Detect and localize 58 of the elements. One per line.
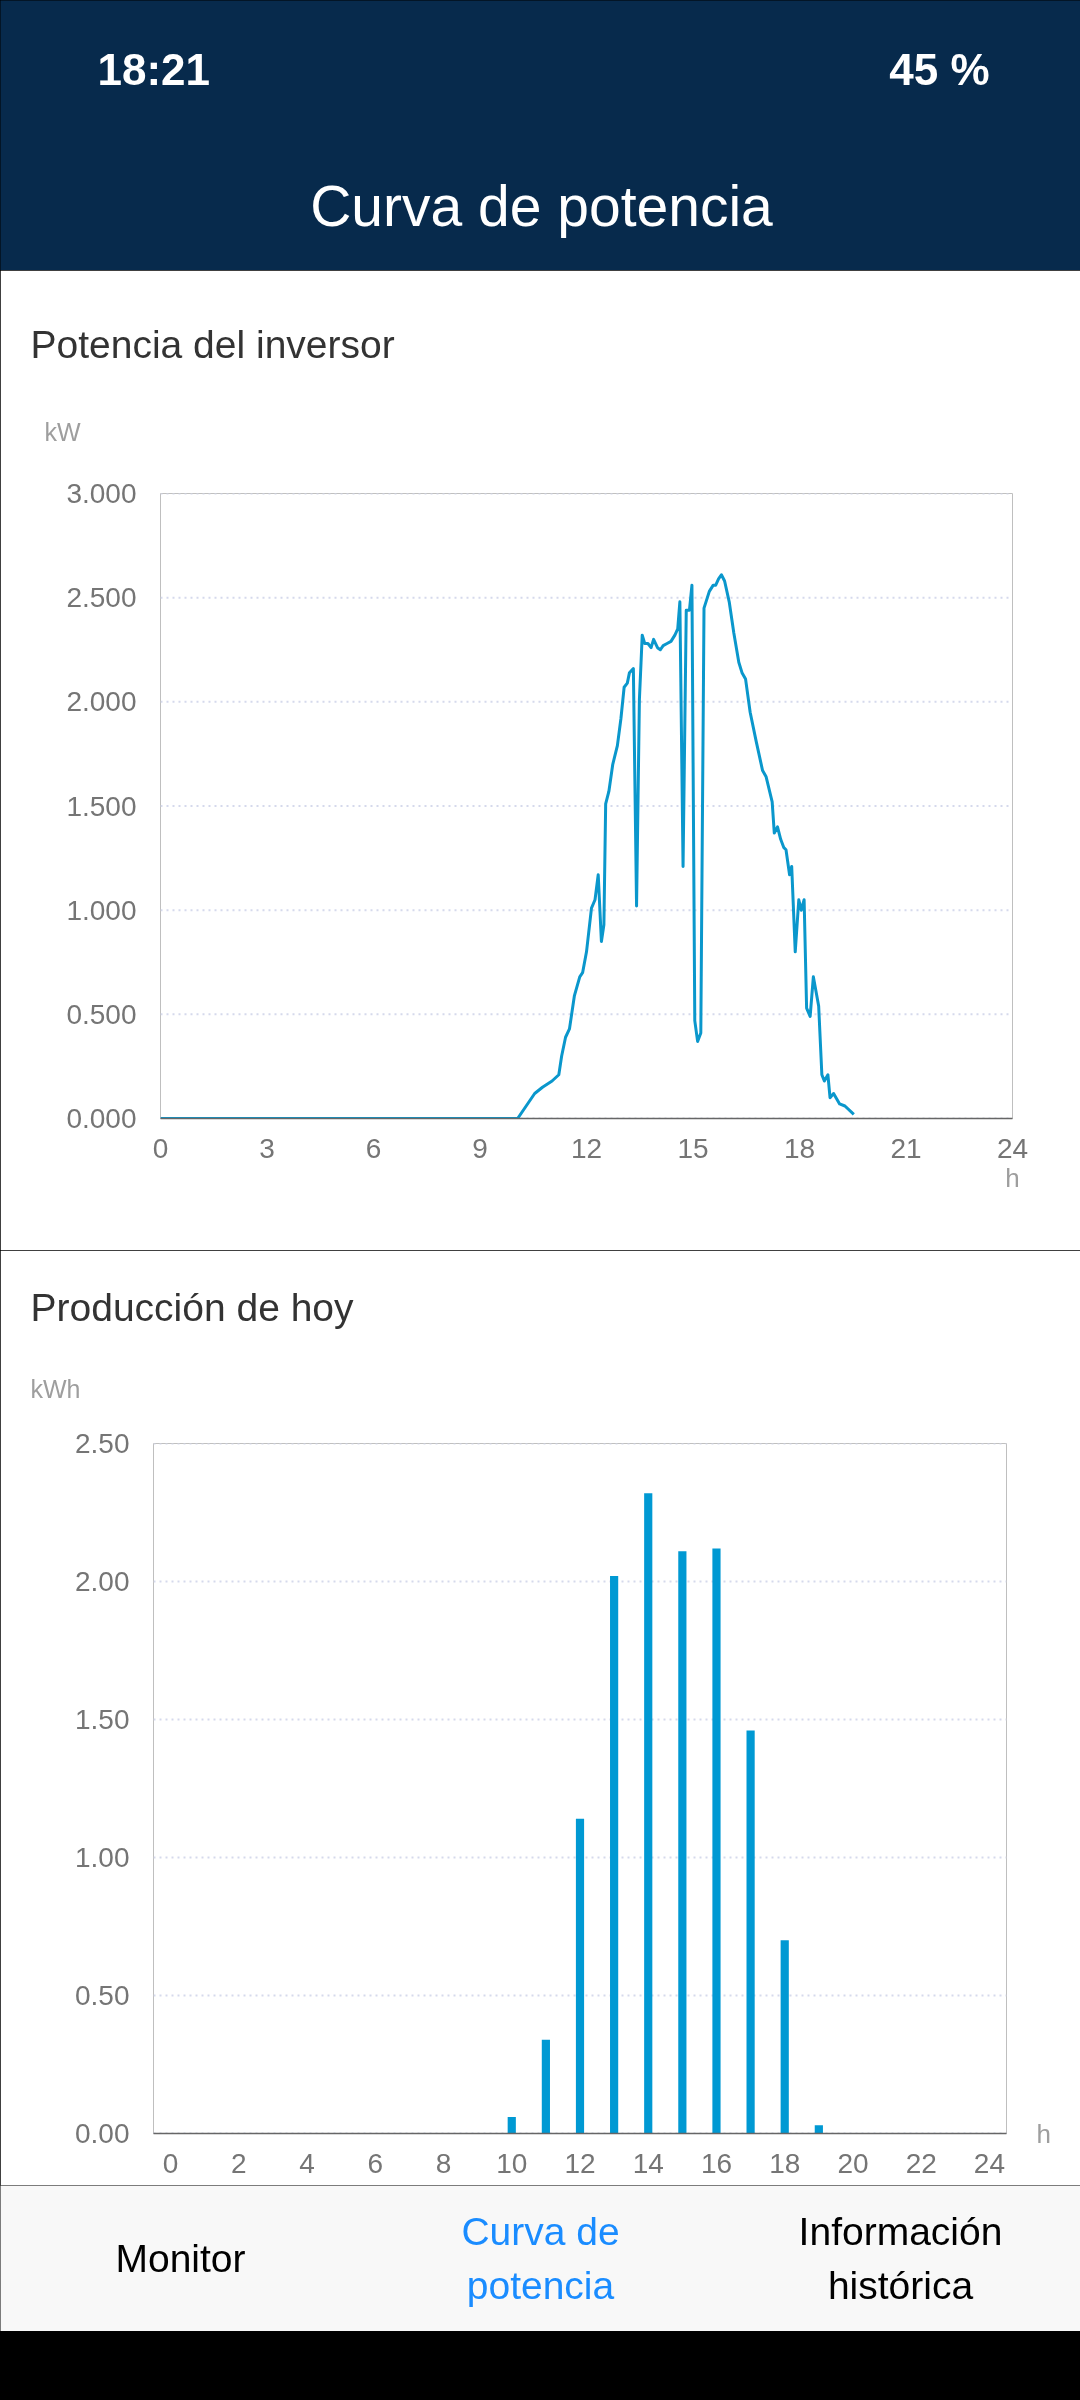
bar xyxy=(712,1548,721,2134)
x-tick-label: 12 xyxy=(564,2147,596,2179)
y-tick-label: 2.50 xyxy=(75,1428,130,1459)
x-tick-label: 22 xyxy=(905,2147,937,2179)
x-tick-label: 0 xyxy=(152,1132,169,1164)
x-tick-label: 21 xyxy=(890,1132,922,1164)
x-tick-label: 14 xyxy=(632,2147,664,2179)
y-tick-label: 1.000 xyxy=(66,894,137,926)
text: Información histórica xyxy=(798,2210,1003,2307)
x-tick-label: 18 xyxy=(783,1132,816,1164)
x-axis-title: h xyxy=(1005,1162,1020,1193)
x-tick-label: 15 xyxy=(677,1132,709,1164)
chart-title: Potencia del inversor xyxy=(30,322,395,366)
text: Curva de potencia xyxy=(461,2210,620,2307)
y-tick-label: 3.000 xyxy=(66,478,137,509)
x-tick-label: 4 xyxy=(299,2147,315,2179)
y-tick-label: 0.00 xyxy=(75,2118,130,2149)
bar xyxy=(814,2125,823,2134)
text: 45 % xyxy=(889,45,990,94)
y-axis-title: kWh xyxy=(30,1375,81,1403)
y-tick-label: 1.500 xyxy=(66,790,137,822)
text: Curva de potencia xyxy=(310,173,774,238)
bar xyxy=(780,1940,789,2134)
x-tick-label: 16 xyxy=(700,2147,733,2179)
x-tick-label: 2 xyxy=(231,2147,247,2179)
chart-title: Producción de hoy xyxy=(30,1285,355,1329)
x-tick-label: 18 xyxy=(769,2147,801,2179)
x-tick-label: 6 xyxy=(365,1132,382,1164)
x-tick-label: 24 xyxy=(973,2147,1006,2179)
bar xyxy=(507,2116,516,2134)
bar xyxy=(575,1818,585,2134)
y-tick-label: 0.50 xyxy=(75,1980,130,2011)
x-tick-label: 20 xyxy=(837,2147,869,2179)
bar xyxy=(746,1730,755,2134)
x-tick-label: 6 xyxy=(367,2147,384,2179)
bar xyxy=(610,1575,619,2134)
text: 18:21 xyxy=(97,45,211,94)
x-tick-label: 10 xyxy=(496,2147,528,2179)
text: Monitor xyxy=(115,2237,246,2280)
y-tick-label: 1.50 xyxy=(75,1704,130,1735)
y-tick-label: 0.000 xyxy=(66,1103,137,1134)
y-tick-label: 2.000 xyxy=(66,686,137,718)
x-tick-label: 24 xyxy=(996,1132,1029,1164)
y-tick-label: 1.00 xyxy=(75,1842,130,1873)
x-tick-label: 9 xyxy=(472,1132,488,1164)
x-tick-label: 12 xyxy=(570,1132,603,1164)
y-axis-title: kW xyxy=(44,418,81,446)
y-tick-label: 0.500 xyxy=(66,998,137,1030)
x-tick-label: 8 xyxy=(435,2147,452,2179)
y-tick-label: 2.00 xyxy=(75,1566,130,1597)
bar xyxy=(678,1551,687,2134)
line-series xyxy=(160,573,856,1119)
x-tick-label: 3 xyxy=(259,1132,275,1164)
x-axis-title: h xyxy=(1036,2118,1051,2149)
y-tick-label: 2.500 xyxy=(66,582,137,614)
bar xyxy=(644,1493,653,2134)
bar xyxy=(541,2039,550,2134)
x-tick-label: 0 xyxy=(162,2147,179,2179)
